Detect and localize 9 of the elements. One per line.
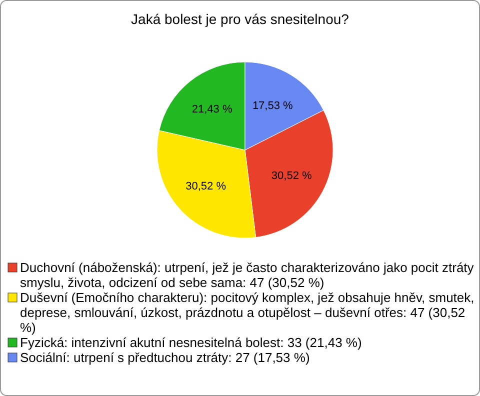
legend-label: Duchovní (náboženská): utrpení, jež je často charakterizováno jako pocit ztráty smyslu, života, odcizení od sebe sama: 47 (30,52 %) <box>20 260 474 290</box>
data-label: 30,52 % <box>271 170 312 182</box>
legend-label: Sociální: utrpení s předtuchou ztráty: 27 (17,53 %) <box>20 350 310 365</box>
legend-label: Fyzická: intenzivní akutní nesnesitelná bolest: 33 (21,43 %) <box>20 335 362 350</box>
data-label: 21,43 % <box>192 104 232 116</box>
legend-label: Duševní (Emočního charakteru): pocitový komplex, jež obsahuje hněv, smutek, deprese, smlouvání, úzkost, prázdnotu a otupělost – duševní otřes: 47 (30,52 %) <box>20 290 474 335</box>
data-label: 30,52 % <box>186 180 226 192</box>
chart-title: Jaká bolest je pro vás snesitelnou? <box>131 11 350 27</box>
data-label: 17,53 % <box>252 100 294 112</box>
